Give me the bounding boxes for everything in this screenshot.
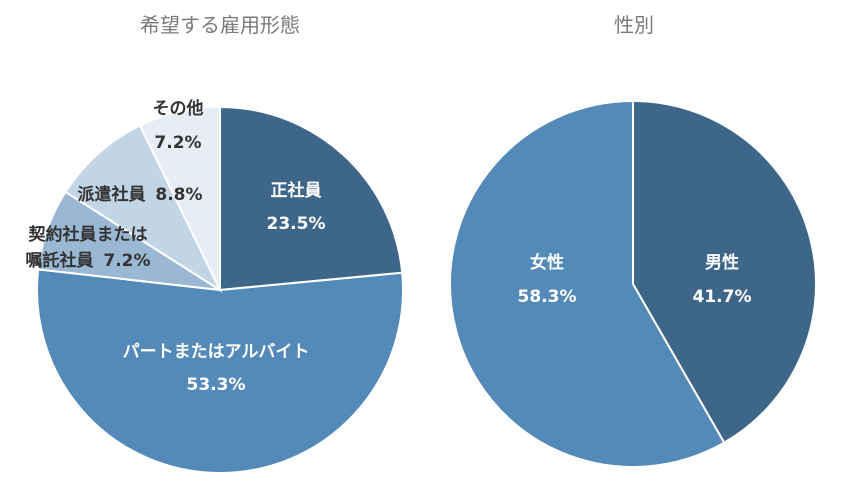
slice-label-keiyaku-line2: 嘱託社員 7.2% [25, 250, 150, 271]
slice-label-part: パートまたはアルバイト [123, 342, 310, 362]
slice-value-keiyaku: 7.2% [103, 251, 150, 271]
slice-label-male: 男性 [705, 252, 739, 273]
slice-value-sonota: 7.2% [154, 133, 201, 153]
slice-seishain [219, 105, 404, 292]
employment-chart-title: 希望する雇用形態 [140, 13, 300, 37]
slice-label-sonota: その他 [153, 98, 204, 119]
gender-pie [449, 99, 817, 468]
slice-label-keiyaku: 契約社員または [28, 224, 148, 245]
slice-part [36, 268, 404, 474]
gender-chart-title: 性別 [614, 13, 654, 37]
slice-value-part: 53.3% [187, 375, 246, 395]
slice-label-seishain: 正社員 [271, 180, 322, 201]
slice-male [632, 99, 817, 445]
slice-label-female: 女性 [530, 252, 564, 273]
slice-label-haken: 派遣社員 [77, 184, 145, 205]
slice-value-seishain: 23.5% [267, 214, 326, 234]
slice-label-haken-line: 派遣社員 8.8% [77, 184, 202, 205]
gender-chart: 性別 男性 41.7% 女性 58.3% [449, 13, 817, 468]
employment-pie [36, 105, 404, 474]
slice-value-haken: 8.8% [155, 185, 202, 205]
slice-female [449, 99, 726, 468]
employment-chart: 希望する雇用形態 正社員 23.5% パートまたはアルバイト 53.3% 契約社… [25, 13, 404, 474]
slice-sonota [138, 105, 221, 291]
slice-value-female: 58.3% [518, 287, 577, 307]
slice-haken [64, 124, 223, 293]
slice-label-shokutaku: 嘱託社員 [25, 250, 93, 271]
slice-value-male: 41.7% [693, 287, 752, 307]
